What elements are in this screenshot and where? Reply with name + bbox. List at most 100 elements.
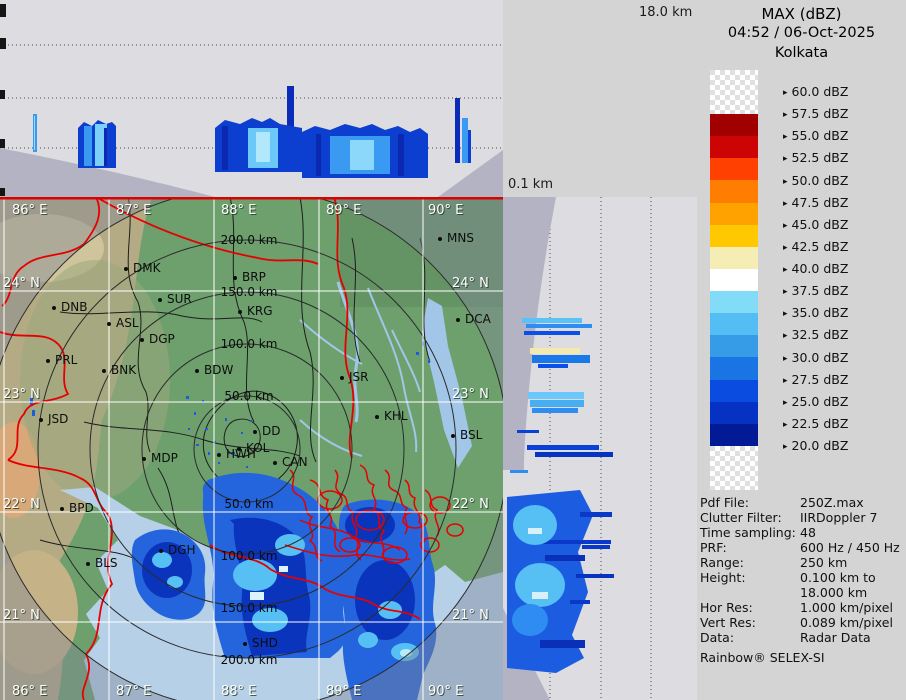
out-of-range-dim-mask <box>0 188 508 700</box>
tick-arrow-icon: ▸ <box>783 88 788 98</box>
legend-tick: ▸ 40.0 dBZ <box>783 261 848 277</box>
legend-band <box>710 224 758 247</box>
radar-map-canvas <box>0 187 509 700</box>
tick-arrow-icon: ▸ <box>783 132 788 143</box>
tick-arrow-icon: ▸ <box>783 353 788 364</box>
info-label: PRF: <box>700 540 727 555</box>
side-profile-canvas <box>503 197 652 700</box>
info-row: Data: Radar Data <box>700 630 902 645</box>
tick-value: 20.0 dBZ <box>791 438 849 453</box>
tick-arrow-icon: ▸ <box>783 198 788 209</box>
legend-tick: ▸ 20.0 dBZ <box>783 438 848 454</box>
legend-band <box>710 202 758 225</box>
info-label: Data: <box>700 630 735 645</box>
legend-color-bar <box>710 70 758 490</box>
tick-value: 42.5 dBZ <box>791 238 849 254</box>
legend-band <box>710 335 758 358</box>
info-row: Range: 250 km <box>700 555 902 570</box>
radar-site-name: Kolkata <box>774 45 829 61</box>
tick-arrow-icon: ▸ <box>783 419 788 430</box>
info-row: Clutter Filter: IIRDoppler 7 <box>700 510 902 525</box>
tick-arrow-icon: ▸ <box>783 331 788 342</box>
tick-arrow-icon: ▸ <box>783 110 788 121</box>
tick-value: 60.0 dBZ <box>791 84 849 99</box>
tick-value: 52.5 dBZ <box>791 150 849 166</box>
tick-value: 55.0 dBZ <box>791 128 849 144</box>
legend-band <box>710 379 758 402</box>
tick-arrow-icon: ▸ <box>783 154 788 165</box>
info-label: Vert Res: <box>700 615 756 630</box>
tick-value: 45.0 dBZ <box>791 216 849 232</box>
top-profile-canvas <box>0 4 503 197</box>
info-label: Clutter Filter: <box>700 510 782 525</box>
tick-value: 35.0 dBZ <box>791 305 849 321</box>
legend-tick: ▸ 22.5 dBZ <box>783 416 848 432</box>
tick-arrow-icon: ▸ <box>783 176 788 187</box>
legend-tick: ▸ 35.0 dBZ <box>783 305 848 321</box>
info-value: Radar Data <box>800 630 871 645</box>
info-value: 600 Hz / 450 Hz <box>800 540 900 555</box>
info-value: 48 <box>800 525 816 540</box>
top-profile-max-height-label: 18.0 km <box>639 5 693 20</box>
info-row: Height: 0.100 km to 18.000 km <box>700 570 902 600</box>
legend-band <box>710 180 758 203</box>
info-row: Vert Res: 0.089 km/pixel <box>700 615 902 630</box>
product-info-rows: Pdf File: 250Z.max Clutter Filter: IIRDoppl… <box>700 495 902 645</box>
info-row: PRF: 600 Hz / 450 Hz <box>700 540 902 555</box>
tick-arrow-icon: ▸ <box>783 375 788 386</box>
legend-band <box>710 268 758 291</box>
info-value: 250 km <box>800 555 848 570</box>
tick-value: 30.0 dBZ <box>791 349 849 365</box>
legend-tick: ▸ 55.0 dBZ <box>783 128 848 144</box>
legend-tick: ▸ 37.5 dBZ <box>783 283 848 299</box>
terrain-layer <box>0 197 503 700</box>
rivers-layer <box>299 281 472 468</box>
tick-value: 25.0 dBZ <box>791 393 849 409</box>
legend-tick: ▸ 25.0 dBZ <box>783 394 848 410</box>
legend-band <box>710 136 758 159</box>
info-label: Height: <box>700 570 746 585</box>
delta-boundary-scribbles <box>284 464 464 564</box>
tick-value: 37.5 dBZ <box>791 283 849 299</box>
legend-band <box>710 291 758 314</box>
legend-band <box>710 158 758 181</box>
legend-band <box>710 357 758 380</box>
info-row: Hor Res: 1.000 km/pixel <box>700 600 902 615</box>
info-row: Pdf File: 250Z.max <box>700 495 902 510</box>
tick-arrow-icon: ▸ <box>783 242 788 253</box>
info-label: Range: <box>700 555 744 570</box>
info-value: IIRDoppler 7 <box>800 510 878 525</box>
radar-map-view: 86° E 86° E 87° E 87° E 88° E 88° E 89° E 89° E… <box>0 187 509 700</box>
legend-tick: ▸ 27.5 dBZ <box>783 372 848 388</box>
tick-value: 27.5 dBZ <box>791 371 849 387</box>
tick-value: 40.0 dBZ <box>791 261 849 276</box>
tick-value: 57.5 dBZ <box>791 106 849 122</box>
tick-arrow-icon: ▸ <box>783 309 788 320</box>
legend-panel: MAX (dBZ) 04:52 / 06-Oct-2025 Kolkata <box>697 0 906 700</box>
product-timestamp: 04:52 / 06-Oct-2025 <box>727 25 876 41</box>
legend-tick: ▸ 47.5 dBZ <box>783 195 848 211</box>
legend-tick: ▸ 42.5 dBZ <box>783 239 848 255</box>
tick-arrow-icon: ▸ <box>783 265 788 275</box>
latlon-grid <box>0 197 503 700</box>
tick-arrow-icon: ▸ <box>783 442 788 452</box>
legend-band <box>710 313 758 336</box>
tick-value: 47.5 dBZ <box>791 194 849 210</box>
info-value: 1.000 km/pixel <box>800 600 893 615</box>
software-brand: Rainbow® SELEX-SI <box>700 650 825 665</box>
legend-band <box>710 114 758 137</box>
info-row: Time sampling: 48 <box>700 525 902 540</box>
legend-tick: ▸ 30.0 dBZ <box>783 350 848 366</box>
radar-echo-layer <box>30 342 437 700</box>
legend-band <box>710 401 758 424</box>
map-top-red-boundary-line <box>0 197 503 200</box>
info-label: Time sampling: <box>700 525 796 540</box>
tick-value: 50.0 dBZ <box>791 172 849 188</box>
side-profile-min-height-label: 0.1 km <box>508 177 553 192</box>
tick-arrow-icon: ▸ <box>783 220 788 231</box>
info-value: 0.100 km to 18.000 km <box>800 570 876 600</box>
legend-band <box>710 246 758 269</box>
legend-band-above-range <box>710 70 758 114</box>
legend-tick: ▸ 52.5 dBZ <box>783 150 848 166</box>
legend-tick: ▸ 57.5 dBZ <box>783 106 848 122</box>
